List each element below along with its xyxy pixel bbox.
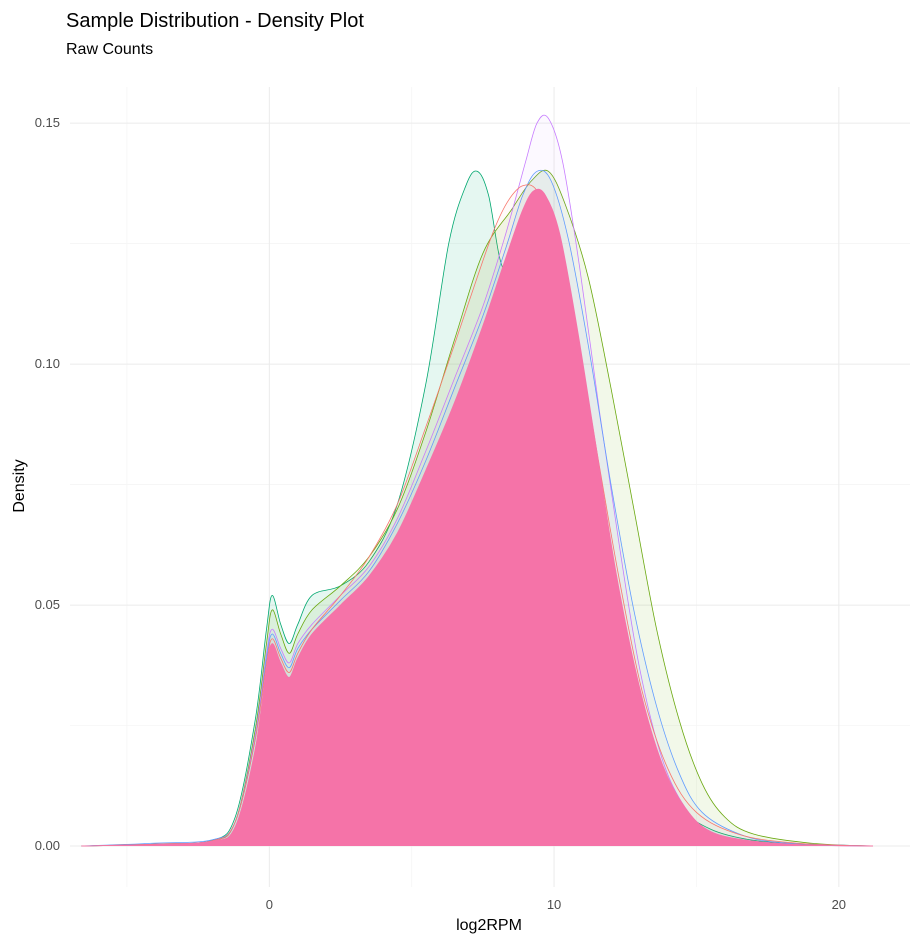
tick-labels: 0 10 20 0.00 0.05 0.10 0.15	[35, 115, 846, 912]
x-tick-label: 10	[547, 897, 561, 912]
density-line-1	[81, 169, 874, 847]
y-tick-label: 0.05	[35, 597, 60, 612]
chart-subtitle: Raw Counts	[66, 41, 153, 58]
y-tick-label: 0.15	[35, 115, 60, 130]
density-line-5	[81, 188, 874, 847]
density-line-2	[81, 114, 874, 847]
density-line-3	[81, 169, 874, 847]
y-tick-label: 0.10	[35, 356, 60, 371]
density-area-5	[81, 189, 873, 846]
x-tick-label: 0	[266, 897, 273, 912]
x-axis-title: log2RPM	[456, 917, 522, 934]
y-axis-title: Density	[11, 459, 28, 512]
x-tick-label: 20	[832, 897, 846, 912]
density-series	[81, 114, 874, 847]
density-line-4	[81, 184, 874, 847]
chart-title: Sample Distribution - Density Plot	[66, 10, 364, 32]
y-tick-label: 0.00	[35, 838, 60, 853]
